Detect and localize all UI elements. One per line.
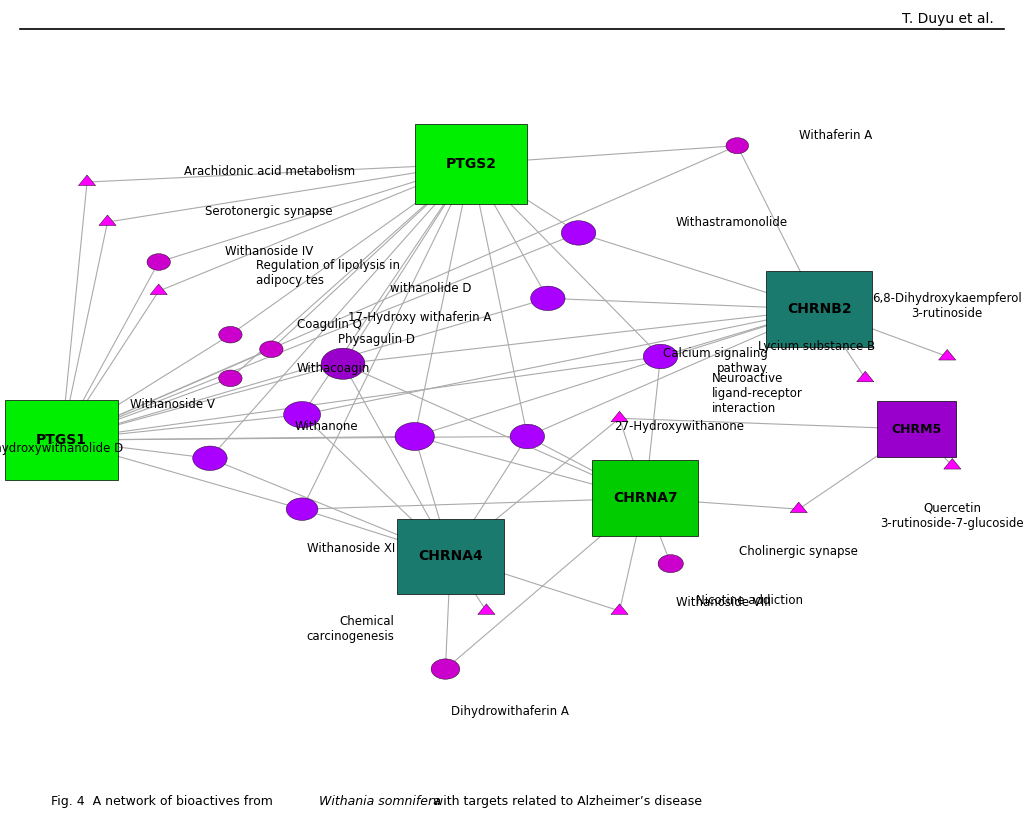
Circle shape (147, 254, 170, 270)
Text: CHRNA7: CHRNA7 (612, 491, 678, 506)
Text: Withaferin A: Withaferin A (799, 129, 872, 142)
Circle shape (643, 344, 678, 368)
Circle shape (284, 401, 321, 428)
Circle shape (219, 370, 242, 387)
Text: with targets related to Alzheimer’s disease: with targets related to Alzheimer’s dise… (429, 795, 702, 808)
Text: Withastramonolide: Withastramonolide (676, 216, 787, 230)
Text: 17-Hydroxy withaferin A: 17-Hydroxy withaferin A (348, 311, 492, 324)
Circle shape (193, 446, 227, 471)
Text: 27-Hydroxywithanone: 27-Hydroxywithanone (614, 420, 744, 433)
Text: withanolide D: withanolide D (389, 282, 471, 295)
Text: Nicotine addiction: Nicotine addiction (696, 594, 803, 607)
Circle shape (287, 498, 317, 520)
Text: Coagulin Q: Coagulin Q (297, 318, 361, 331)
Text: Withanone: Withanone (295, 420, 358, 433)
Text: PTGS1: PTGS1 (36, 433, 87, 447)
Text: CHRM5: CHRM5 (891, 423, 942, 435)
Text: Withacoagin: Withacoagin (297, 362, 371, 375)
Circle shape (561, 221, 596, 245)
FancyBboxPatch shape (766, 272, 872, 347)
Text: Fig. 4  A network of bioactives from: Fig. 4 A network of bioactives from (51, 795, 278, 808)
FancyBboxPatch shape (5, 400, 118, 480)
Text: Arachidonic acid metabolism: Arachidonic acid metabolism (184, 165, 355, 178)
FancyBboxPatch shape (415, 124, 527, 204)
Text: Withanoside VIII: Withanoside VIII (676, 596, 771, 610)
Text: Chemical
carcinogenesis: Chemical carcinogenesis (306, 615, 394, 643)
Text: Cholinergic synapse: Cholinergic synapse (739, 545, 858, 558)
Text: Lycium substance B: Lycium substance B (758, 339, 874, 353)
Text: 17alpha-hydroxywithanolide D: 17alpha-hydroxywithanolide D (0, 442, 123, 454)
Circle shape (726, 138, 749, 154)
Circle shape (260, 341, 283, 358)
Text: Regulation of lipolysis in
adipocy tes: Regulation of lipolysis in adipocy tes (256, 259, 400, 287)
Text: Calcium signaling
pathway: Calcium signaling pathway (664, 347, 768, 375)
Circle shape (510, 425, 545, 449)
Text: Withanoside XI: Withanoside XI (307, 542, 395, 555)
Text: CHRNB2: CHRNB2 (786, 302, 852, 316)
Text: Withania somnifera: Withania somnifera (319, 795, 441, 808)
Text: Withanoside V: Withanoside V (130, 398, 215, 411)
Text: 6,8-Dihydroxykaempferol
3-rutinoside: 6,8-Dihydroxykaempferol 3-rutinoside (872, 292, 1022, 320)
Text: Physagulin D: Physagulin D (338, 333, 415, 345)
Text: Neuroactive
ligand-receptor
interaction: Neuroactive ligand-receptor interaction (712, 372, 803, 415)
Circle shape (219, 326, 242, 343)
Circle shape (658, 555, 683, 572)
Text: Dihydrowithaferin A: Dihydrowithaferin A (451, 705, 568, 719)
Circle shape (395, 422, 434, 450)
Text: PTGS2: PTGS2 (445, 157, 497, 171)
FancyBboxPatch shape (592, 460, 698, 536)
Text: Quercetin
3-rutinoside-7-glucoside: Quercetin 3-rutinoside-7-glucoside (881, 502, 1024, 529)
FancyBboxPatch shape (397, 519, 504, 594)
Text: Withanoside IV: Withanoside IV (225, 245, 313, 259)
Circle shape (431, 659, 460, 679)
Circle shape (530, 286, 565, 311)
Text: CHRNA4: CHRNA4 (418, 549, 483, 563)
Text: Serotonergic synapse: Serotonergic synapse (205, 206, 333, 218)
Text: T. Duyu et al.: T. Duyu et al. (901, 12, 993, 26)
FancyBboxPatch shape (877, 401, 956, 458)
Circle shape (322, 349, 365, 379)
